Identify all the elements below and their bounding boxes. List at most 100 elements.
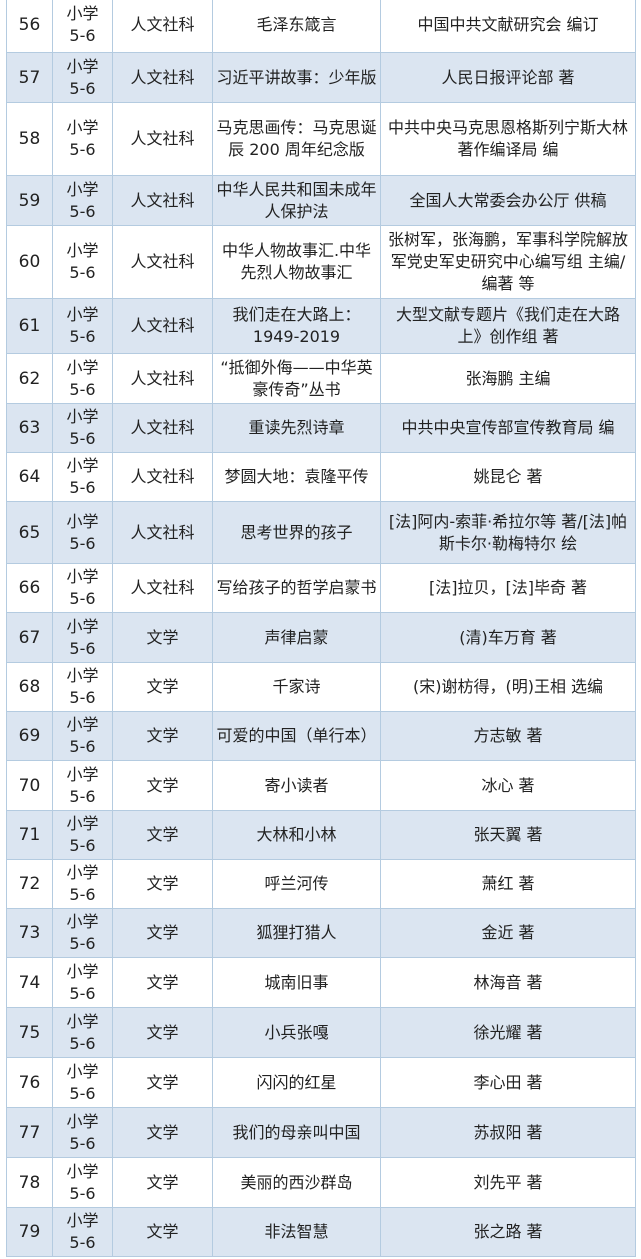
author-cell: 张之路 著 [380, 1207, 636, 1257]
table-row: 76 小学 5-6 文学 闪闪的红星 李心田 著 [6, 1057, 636, 1108]
row-number: 59 [6, 175, 53, 226]
category-cell: 文学 [112, 1157, 213, 1208]
grade-cell: 小学 5-6 [52, 225, 113, 299]
author-cell: 苏叔阳 著 [380, 1107, 636, 1158]
grade-cell: 小学 5-6 [52, 1207, 113, 1257]
category-cell: 人文社科 [112, 452, 213, 502]
author-cell: 张树军，张海鹏，军事科学院解放军党史军史研究中心编写组 主编/编著 等 [380, 225, 636, 299]
title-cell: 小兵张嘎 [212, 1007, 381, 1058]
table-row: 78 小学 5-6 文学 美丽的西沙群岛 刘先平 著 [6, 1157, 636, 1208]
category-cell: 文学 [112, 1107, 213, 1158]
grade-cell: 小学 5-6 [52, 1157, 113, 1208]
table-row: 65 小学 5-6 人文社科 思考世界的孩子 [法]阿内-索菲·希拉尔等 著/[法]帕斯卡… [6, 501, 636, 564]
row-number: 76 [6, 1057, 53, 1108]
title-cell: 思考世界的孩子 [212, 501, 381, 564]
author-cell: 姚昆仑 著 [380, 452, 636, 502]
table-row: 59 小学 5-6 人文社科 中华人民共和国未成年人保护法 全国人大常委会办公厅 供稿 [6, 175, 636, 226]
row-number: 71 [6, 810, 53, 860]
category-cell: 人文社科 [112, 353, 213, 404]
author-cell: [法]拉贝，[法]毕奇 著 [380, 563, 636, 613]
table-row: 66 小学 5-6 人文社科 写给孩子的哲学启蒙书 [法]拉贝，[法]毕奇 著 [6, 563, 636, 613]
row-number: 56 [6, 0, 53, 53]
title-cell: 声律启蒙 [212, 612, 381, 663]
author-cell: 林海音 著 [380, 957, 636, 1008]
category-cell: 人文社科 [112, 225, 213, 299]
title-cell: 梦圆大地：袁隆平传 [212, 452, 381, 502]
grade-cell: 小学 5-6 [52, 859, 113, 909]
title-cell: 大林和小林 [212, 810, 381, 860]
category-cell: 人文社科 [112, 298, 213, 354]
author-cell: 张海鹏 主编 [380, 353, 636, 404]
table-row: 64 小学 5-6 人文社科 梦圆大地：袁隆平传 姚昆仑 著 [6, 452, 636, 502]
row-number: 67 [6, 612, 53, 663]
row-number: 63 [6, 403, 53, 453]
author-cell: 萧红 著 [380, 859, 636, 909]
category-cell: 文学 [112, 1007, 213, 1058]
grade-cell: 小学 5-6 [52, 711, 113, 761]
grade-cell: 小学 5-6 [52, 760, 113, 811]
grade-cell: 小学 5-6 [52, 298, 113, 354]
row-number: 66 [6, 563, 53, 613]
grade-cell: 小学 5-6 [52, 662, 113, 712]
table-row: 67 小学 5-6 文学 声律启蒙 (清)车万育 著 [6, 612, 636, 663]
grade-cell: 小学 5-6 [52, 1107, 113, 1158]
row-number: 61 [6, 298, 53, 354]
category-cell: 文学 [112, 1057, 213, 1108]
author-cell: 方志敏 著 [380, 711, 636, 761]
title-cell: 我们走在大路上：1949-2019 [212, 298, 381, 354]
title-cell: 千家诗 [212, 662, 381, 712]
row-number: 79 [6, 1207, 53, 1257]
table-row: 73 小学 5-6 文学 狐狸打猎人 金近 著 [6, 908, 636, 958]
row-number: 70 [6, 760, 53, 811]
grade-cell: 小学 5-6 [52, 52, 113, 103]
table-row: 74 小学 5-6 文学 城南旧事 林海音 著 [6, 957, 636, 1008]
grade-cell: 小学 5-6 [52, 403, 113, 453]
author-cell: 刘先平 著 [380, 1157, 636, 1208]
row-number: 57 [6, 52, 53, 103]
row-number: 62 [6, 353, 53, 404]
category-cell: 文学 [112, 859, 213, 909]
table-row: 58 小学 5-6 人文社科 马克思画传：马克思诞辰 200 周年纪念版 中共中央马克思恩… [6, 102, 636, 176]
author-cell: 张天翼 著 [380, 810, 636, 860]
title-cell: 寄小读者 [212, 760, 381, 811]
grade-cell: 小学 5-6 [52, 1057, 113, 1108]
title-cell: 闪闪的红星 [212, 1057, 381, 1108]
category-cell: 人文社科 [112, 0, 213, 53]
category-cell: 文学 [112, 957, 213, 1008]
category-cell: 人文社科 [112, 175, 213, 226]
category-cell: 文学 [112, 1207, 213, 1257]
author-cell: 中共中央宣传部宣传教育局 编 [380, 403, 636, 453]
table-row: 75 小学 5-6 文学 小兵张嘎 徐光耀 著 [6, 1007, 636, 1058]
title-cell: 狐狸打猎人 [212, 908, 381, 958]
row-number: 68 [6, 662, 53, 712]
title-cell: 中华人民共和国未成年人保护法 [212, 175, 381, 226]
author-cell: [法]阿内-索菲·希拉尔等 著/[法]帕斯卡尔·勒梅特尔 绘 [380, 501, 636, 564]
category-cell: 人文社科 [112, 501, 213, 564]
row-number: 69 [6, 711, 53, 761]
table-row: 68 小学 5-6 文学 千家诗 (宋)谢枋得，(明)王相 选编 [6, 662, 636, 712]
author-cell: 李心田 著 [380, 1057, 636, 1108]
title-cell: 我们的母亲叫中国 [212, 1107, 381, 1158]
grade-cell: 小学 5-6 [52, 810, 113, 860]
grade-cell: 小学 5-6 [52, 501, 113, 564]
table-body: 56 小学 5-6 人文社科 毛泽东箴言 中国中共文献研究会 编订 57 小学 5-6 人文社科习… [6, 0, 636, 1257]
table-row: 71 小学 5-6 文学 大林和小林 张天翼 著 [6, 810, 636, 860]
title-cell: 非法智慧 [212, 1207, 381, 1257]
title-cell: 毛泽东箴言 [212, 0, 381, 53]
table-row: 72 小学 5-6 文学 呼兰河传 萧红 著 [6, 859, 636, 909]
title-cell: 写给孩子的哲学启蒙书 [212, 563, 381, 613]
grade-cell: 小学 5-6 [52, 353, 113, 404]
title-cell: 习近平讲故事：少年版 [212, 52, 381, 103]
title-cell: 重读先烈诗章 [212, 403, 381, 453]
table-row: 77 小学 5-6 文学 我们的母亲叫中国 苏叔阳 著 [6, 1107, 636, 1158]
title-cell: 可爱的中国（单行本） [212, 711, 381, 761]
grade-cell: 小学 5-6 [52, 175, 113, 226]
table-row: 57 小学 5-6 人文社科 习近平讲故事：少年版 人民日报评论部 著 [6, 52, 636, 103]
table-row: 62 小学 5-6 人文社科 “抵御外侮——中华英豪传奇”丛书 张海鹏 主编 [6, 353, 636, 404]
author-cell: 大型文献专题片《我们走在大路上》创作组 著 [380, 298, 636, 354]
row-number: 73 [6, 908, 53, 958]
book-list-table: 56 小学 5-6 人文社科 毛泽东箴言 中国中共文献研究会 编订 57 小学 5-6 人文社科习… [6, 0, 636, 1257]
row-number: 74 [6, 957, 53, 1008]
author-cell: 徐光耀 著 [380, 1007, 636, 1058]
grade-cell: 小学 5-6 [52, 957, 113, 1008]
